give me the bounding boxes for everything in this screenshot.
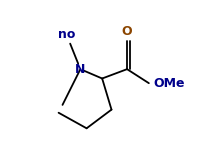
Text: no: no	[58, 28, 75, 41]
Text: N: N	[75, 63, 86, 76]
Text: OMe: OMe	[153, 77, 185, 90]
Text: O: O	[122, 24, 132, 38]
